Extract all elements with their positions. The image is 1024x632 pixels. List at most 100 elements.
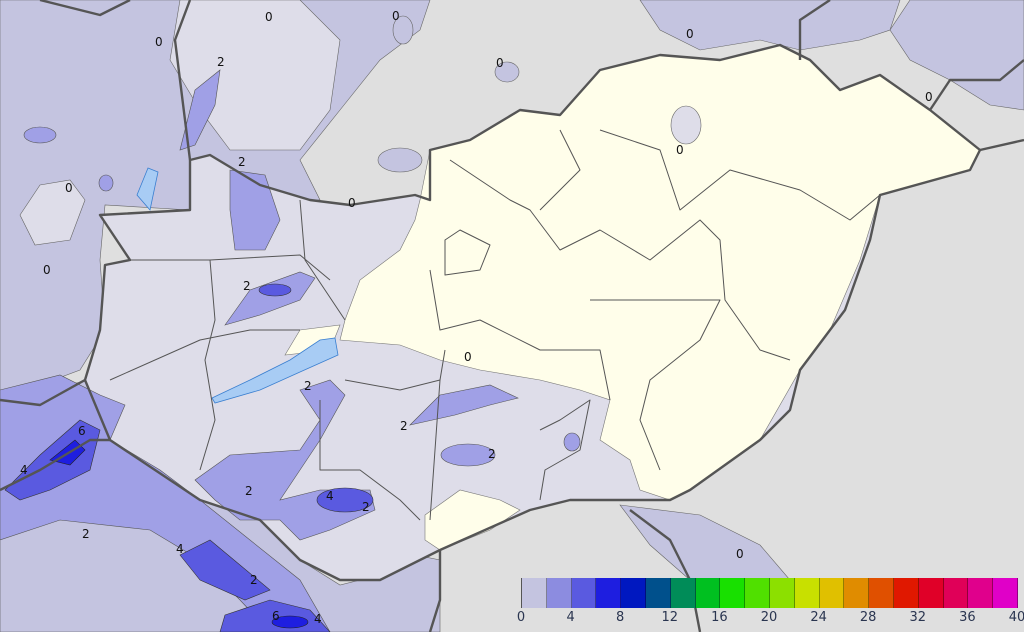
contour-label: 0	[348, 196, 356, 210]
legend-color-bin	[993, 578, 1018, 608]
legend-color-bin	[869, 578, 894, 608]
legend-color-bin	[596, 578, 622, 608]
outer-precip-area-northeast	[889, 0, 1024, 111]
legend-tick-label: 32	[909, 610, 927, 625]
legend-color-bin	[794, 578, 820, 608]
legend-tick-label: 16	[711, 610, 728, 625]
contour-label: 0	[155, 35, 163, 49]
legend-color-bin	[546, 578, 572, 608]
country-border	[39, 0, 131, 17]
county-border	[449, 159, 791, 361]
legend-color-bin	[943, 578, 969, 608]
county-border	[429, 269, 611, 401]
county-border	[539, 399, 591, 501]
country-border	[798, 0, 831, 60]
contour-label: 0	[464, 350, 472, 364]
contour-label: 6	[272, 609, 280, 623]
contour-label: 2	[245, 484, 253, 498]
legend-color-bin	[819, 578, 845, 608]
contour-label: 2	[488, 447, 496, 461]
legend-tick-label: 8	[616, 610, 625, 625]
precip-2-4-area	[23, 126, 57, 144]
country-border	[979, 138, 1024, 152]
outer-precip-area-north	[639, 0, 901, 51]
country-border	[83, 43, 982, 582]
contour-label: 2	[243, 279, 251, 293]
legend-tick-labels: 0 4 8 12 16 20 24 28 32 36 40	[517, 610, 1024, 626]
county-border	[130, 254, 331, 281]
country-border	[929, 59, 1024, 111]
contour-label: 2	[238, 155, 246, 169]
contour-label: 0	[676, 143, 684, 157]
precip-4-6-area	[258, 283, 292, 297]
contour-label: 0	[392, 9, 400, 23]
legend-tick-label: 24	[810, 610, 827, 625]
contour-label: 4	[176, 542, 184, 556]
legend-color-bin	[968, 578, 994, 608]
contour-label: 0	[925, 90, 933, 104]
county-border	[599, 129, 881, 221]
country-border	[0, 438, 110, 492]
dry-area	[19, 179, 86, 246]
country-border	[428, 550, 442, 632]
legend-tick-label: 28	[859, 610, 877, 625]
contour-label: 2	[250, 573, 258, 587]
legend-color-bin	[844, 578, 870, 608]
contour-label: 0	[265, 10, 273, 24]
legend-color-bin	[645, 578, 671, 608]
contour-label: 4	[314, 612, 322, 626]
legend-color-bin	[893, 578, 919, 608]
lake-balaton	[211, 337, 339, 404]
contour-label: 0	[496, 56, 504, 70]
legend-color-bin	[745, 578, 770, 608]
county-border	[319, 400, 421, 521]
precip-6-8-area	[271, 615, 309, 629]
precip-2-4-area	[563, 432, 581, 452]
contour-label: 0	[65, 181, 73, 195]
legend-color-bin	[695, 578, 721, 608]
legend-color-bin	[918, 578, 944, 608]
lake	[136, 167, 159, 211]
country-border	[0, 378, 86, 407]
county-border	[590, 299, 721, 471]
legend-tick-label: 40	[1008, 610, 1024, 625]
precip-4-6-area	[179, 539, 271, 601]
color-scale-legend	[521, 578, 1018, 608]
contour-label: 6	[78, 424, 86, 438]
contour-label: 4	[20, 463, 28, 477]
legend-color-bin	[769, 578, 795, 608]
county-border	[109, 329, 300, 381]
legend-tick-label: 0	[516, 610, 526, 625]
contour-label: 2	[217, 55, 225, 69]
contour-label: 2	[304, 379, 312, 393]
county-border	[429, 379, 441, 521]
precip-2-4-area	[98, 174, 114, 192]
legend-color-bin	[522, 578, 547, 608]
legend-tick-label: 36	[959, 610, 976, 625]
precip-2-4-area	[229, 169, 281, 251]
country-border	[173, 0, 192, 161]
contour-label: 4	[326, 489, 334, 503]
legend-tick-label: 20	[760, 610, 778, 625]
contour-label: 2	[400, 419, 408, 433]
outer-precip-patch	[670, 105, 702, 145]
county-border	[444, 229, 491, 276]
precip-4-6-area	[316, 487, 374, 513]
contour-label: 2	[82, 527, 90, 541]
legend-color-bin	[621, 578, 646, 608]
outer-precip-patch	[494, 61, 520, 83]
legend-color-bin	[720, 578, 746, 608]
precip-2-4-area	[440, 443, 496, 467]
contour-label: 0	[736, 547, 744, 561]
legend-color-bin	[670, 578, 696, 608]
contour-label: 0	[686, 27, 694, 41]
legend-tick-label: 4	[566, 610, 575, 625]
precip-2-4-area	[224, 271, 316, 326]
contour-label: 0	[43, 263, 51, 277]
county-border	[299, 199, 346, 321]
legend-color-bin	[571, 578, 597, 608]
legend-tick-label: 12	[661, 610, 679, 625]
contour-label: 2	[362, 500, 370, 514]
